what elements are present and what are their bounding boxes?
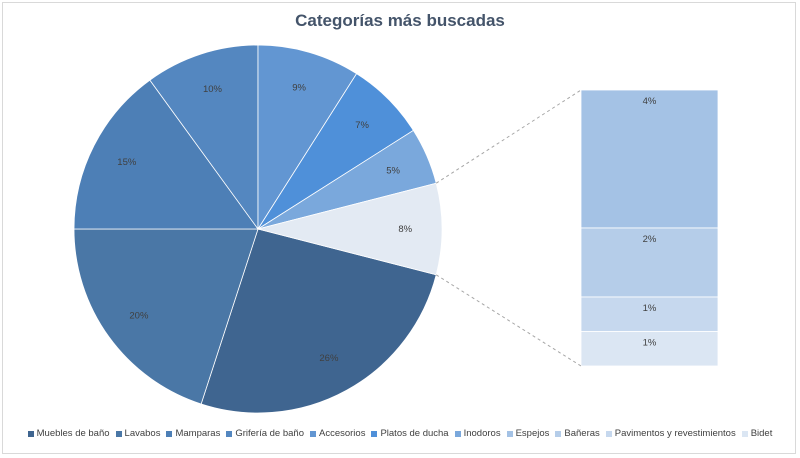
pie-slice-0-label: 26% [319,353,339,364]
legend-label: Inodoros [463,428,501,439]
bar-segment-1 [580,227,719,298]
legend-item: Grifería de baño [226,428,304,439]
legend-label: Bidet [750,428,773,439]
legend-swatch [371,430,378,437]
legend-item: Bañeras [555,428,600,439]
legend-item: Mamparas [166,428,220,439]
pie-slice-1 [73,228,259,405]
legend-swatch [605,430,612,437]
legend-item: Lavabos [115,428,161,439]
pie-slice-5-label: 7% [355,120,369,131]
pie-slice-3-label: 10% [203,84,223,95]
chart-title: Categorías más buscadas [295,11,505,30]
legend-item: Pavimentos y revestimientos [605,428,736,439]
bar-segment-2-label: 1% [643,303,657,314]
legend-swatch [115,430,122,437]
pie-slice-2-label: 15% [117,157,137,168]
legend-label: Mamparas [175,428,221,439]
legend-swatch [226,430,233,437]
legend-item: Bidet [741,428,773,439]
legend-swatch [741,430,748,437]
legend-item: Inodoros [454,428,501,439]
pie-slice-6-label: 5% [386,166,400,177]
bar-segment-0-label: 4% [643,96,657,107]
legend-item: Espejos [506,428,550,439]
legend-swatch [166,430,173,437]
pie-slice-0 [200,228,437,414]
legend-label: Lavabos [124,428,161,439]
legend-item: Platos de ducha [371,428,449,439]
pie-slice-other-label: 8% [398,224,412,235]
legend-label: Grifería de baño [235,428,304,439]
legend-label: Pavimentos y revestimientos [614,428,736,439]
chart-legend: Muebles de baño Lavabos Mamparas Grifería d… [0,428,800,439]
pie-slice-3 [149,44,259,231]
bar-segment-3-label: 1% [643,338,657,349]
legend-label: Bañeras [564,428,600,439]
pie-slice-1-label: 20% [129,311,149,322]
legend-swatch [454,430,461,437]
legend-label: Muebles de baño [36,428,110,439]
legend-swatch [555,430,562,437]
legend-label: Accesorios [318,428,366,439]
legend-swatch [27,430,34,437]
legend-swatch [506,430,513,437]
pie-slice-other [257,182,443,276]
legend-swatch [309,430,316,437]
legend-label: Espejos [515,428,550,439]
bar-segment-3 [580,331,719,367]
pie-slice-4-label: 9% [292,83,306,94]
legend-item: Muebles de baño [27,428,110,439]
connector-line-bottom [435,274,582,367]
bar-segment-2 [580,296,719,332]
legend-item: Accesorios [309,428,366,439]
bar-segment-0 [580,89,719,229]
pie-slice-2 [73,79,259,230]
connector-line-top [435,89,582,184]
legend-label: Platos de ducha [380,428,449,439]
pie-slice-4 [257,44,358,231]
bar-segment-1-label: 2% [643,234,657,245]
